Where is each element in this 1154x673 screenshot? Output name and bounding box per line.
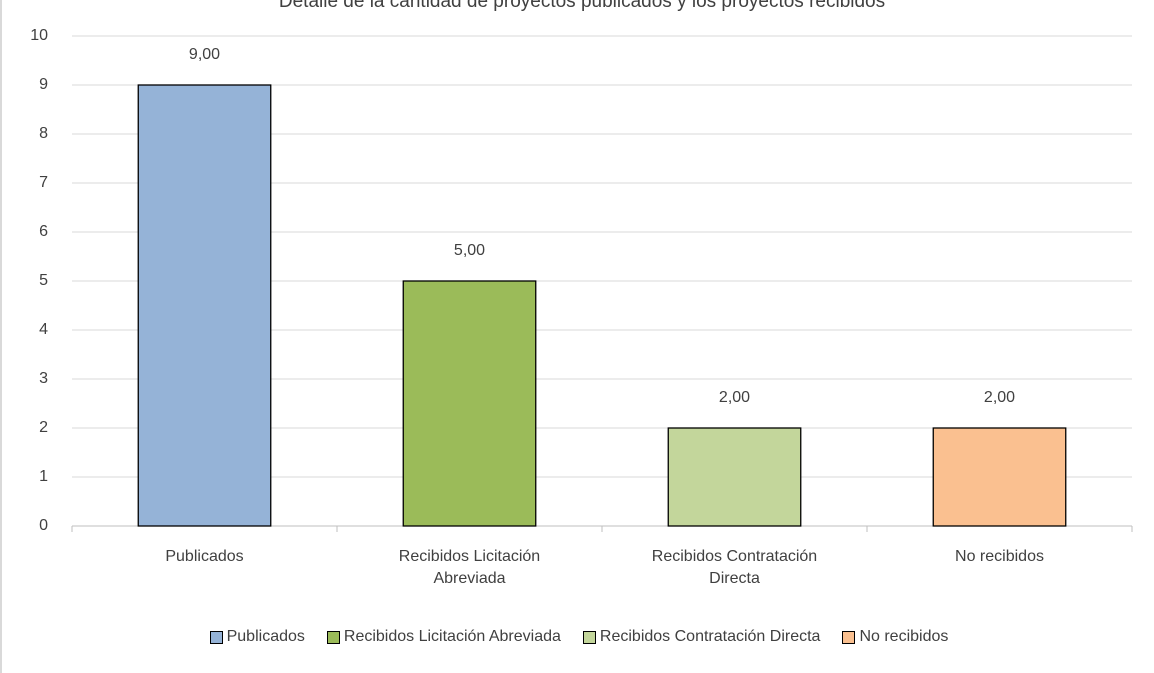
legend-swatch [582,630,596,644]
bar [667,427,802,527]
legend: Publicados Recibidos Licitación Abreviada… [2,628,1154,646]
y-tick-label: 8 [39,125,48,142]
legend-label: No recibidos [859,628,949,645]
legend-swatch [326,630,340,644]
legend-label: Recibidos Licitación Abreviada [343,628,561,645]
legend-label: Recibidos Contratación Directa [599,628,821,645]
y-tick-label: 0 [39,517,48,534]
data-label: 2,00 [984,389,1015,406]
x-tick-label: Recibidos Licitación Abreviada [398,548,541,587]
data-label: 2,00 [719,389,750,406]
legend-item: Recibidos Licitación Abreviada [326,628,561,646]
legend-item: Publicados [209,628,305,646]
y-tick-label: 2 [39,419,48,436]
legend-item: Recibidos Contratación Directa [582,628,821,646]
bar [932,427,1067,527]
y-tick-label: 4 [39,321,48,338]
y-tick-label: 10 [30,27,48,44]
y-tick-label: 7 [39,174,48,191]
legend-item: No recibidos [842,628,948,646]
bar [402,280,537,527]
x-tick-label: Recibidos Contratación Directa [651,548,818,587]
data-label: 5,00 [454,242,485,259]
x-tick-label: No recibidos [955,548,1044,565]
legend-swatch [842,630,856,644]
y-tick-label: 6 [39,223,48,240]
y-tick-label: 1 [39,468,48,485]
y-tick-label: 9 [39,76,48,93]
x-tick-label: Publicados [165,548,244,565]
legend-swatch [209,630,223,644]
y-tick-label: 3 [39,370,48,387]
bar [137,84,272,527]
data-label: 9,00 [189,46,220,63]
chart-title: Detalle de la cantidad de proyectos publ… [279,0,885,12]
legend-label: Publicados [226,628,305,645]
y-tick-label: 5 [39,272,48,289]
